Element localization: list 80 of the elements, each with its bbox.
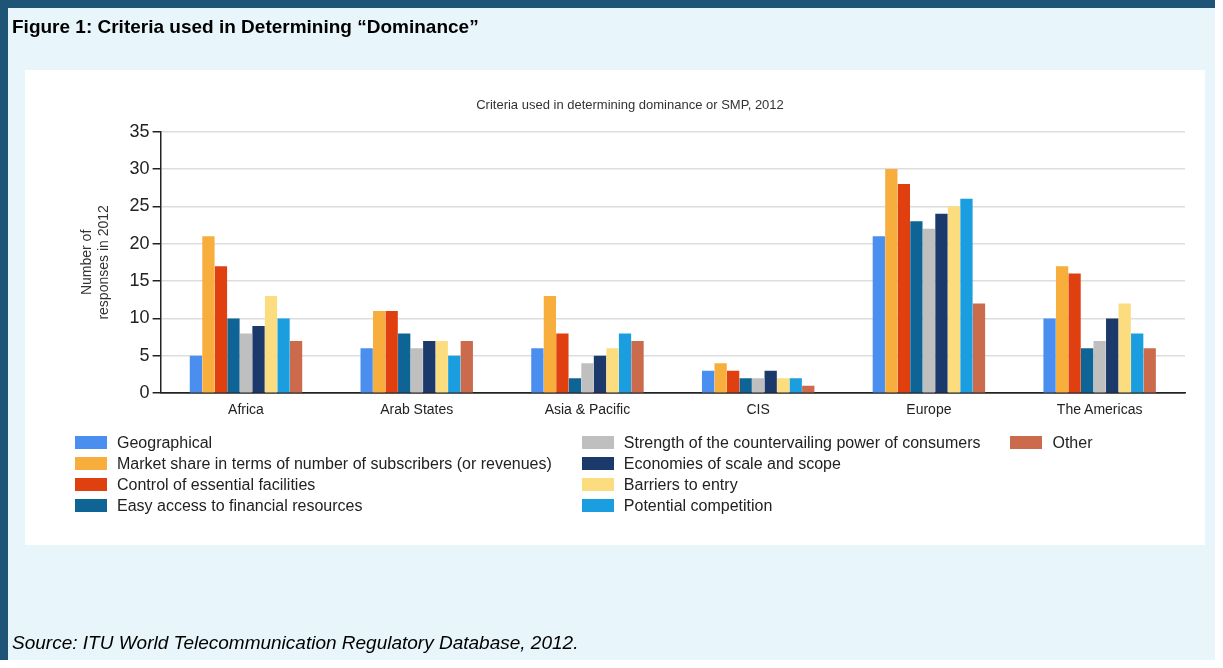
bar xyxy=(910,221,923,393)
bar xyxy=(885,168,898,393)
bar xyxy=(448,355,461,393)
bar xyxy=(543,296,557,393)
bar xyxy=(947,206,961,393)
bar xyxy=(972,303,986,393)
bar xyxy=(1131,333,1144,393)
bar xyxy=(922,228,936,393)
bar xyxy=(410,348,423,393)
bar xyxy=(435,340,448,393)
bar xyxy=(1068,273,1081,393)
bar xyxy=(214,266,228,393)
bar xyxy=(1055,266,1069,393)
legend-label: Geographical xyxy=(117,433,213,452)
bar xyxy=(360,348,373,393)
bar xyxy=(373,310,386,393)
bar xyxy=(398,333,411,393)
x-tick-label: The Americas xyxy=(1056,401,1143,418)
bar xyxy=(423,340,436,393)
source-note: Source: ITU World Telecommunication Regulatory Database, 2012. xyxy=(12,632,579,654)
bar xyxy=(606,348,619,393)
legend-label: Easy access to financial resources xyxy=(117,496,363,515)
bar xyxy=(1143,348,1156,393)
x-tick-label: Arab States xyxy=(380,401,454,418)
x-tick-label: CIS xyxy=(746,401,770,418)
bar xyxy=(701,370,715,393)
bar xyxy=(239,333,253,393)
bar xyxy=(202,236,215,393)
bar xyxy=(460,340,473,393)
y-tick-label: 30 xyxy=(129,157,150,178)
bar xyxy=(264,296,278,393)
bar xyxy=(593,355,607,393)
chart-title: Figure 1: Criteria used in Determining “Dominance” xyxy=(12,16,479,38)
y-axis-title: Number of responses in 2012 xyxy=(78,204,112,320)
bar xyxy=(789,378,802,393)
x-tick-label: Africa xyxy=(228,401,265,418)
legend-label: Other xyxy=(1052,433,1093,452)
legend-label: Market share in terms of number of subscribers (or revenues) xyxy=(117,454,552,473)
bar xyxy=(556,333,569,393)
bar xyxy=(531,348,544,393)
legend-label: Economies of scale and scope xyxy=(623,454,841,473)
y-tick-label: 35 xyxy=(129,120,150,141)
legend-label: Potential competition xyxy=(623,496,773,515)
bar xyxy=(631,340,644,393)
bar xyxy=(1093,340,1106,393)
bar xyxy=(739,378,752,393)
legend-label: Barriers to entry xyxy=(623,475,738,494)
bar xyxy=(1106,318,1119,393)
bar xyxy=(764,370,777,393)
bar xyxy=(277,318,290,393)
x-tick-label: Asia & Pacific xyxy=(544,401,631,418)
y-tick-label: 5 xyxy=(139,344,150,365)
bar xyxy=(289,340,303,393)
bar xyxy=(777,378,790,393)
y-tick-label: 0 xyxy=(139,382,150,403)
bar xyxy=(252,325,265,393)
bar xyxy=(1043,318,1056,393)
bar xyxy=(960,198,973,393)
bar xyxy=(581,363,594,393)
bar xyxy=(568,378,582,393)
bar xyxy=(385,310,398,393)
legend-label: Control of essential facilities xyxy=(117,475,316,494)
y-tick-label: 15 xyxy=(129,270,150,291)
bar xyxy=(872,236,885,393)
bar xyxy=(935,213,948,393)
bar xyxy=(897,183,910,393)
bar xyxy=(189,355,203,393)
chart-subtitle: Criteria used in determining dominance or SMP, 2012 xyxy=(476,97,784,113)
y-tick-label: 25 xyxy=(129,195,150,216)
bar xyxy=(618,333,632,393)
bar xyxy=(752,378,765,393)
bar xyxy=(727,370,740,393)
bar xyxy=(714,363,727,393)
bar xyxy=(1080,348,1094,393)
bar xyxy=(1118,303,1131,393)
y-tick-label: 20 xyxy=(129,232,150,253)
x-tick-label: Europe xyxy=(906,401,952,418)
legend-label: Strength of the countervailing power of consumers xyxy=(623,433,981,452)
bar xyxy=(227,318,240,393)
y-tick-label: 10 xyxy=(129,307,150,328)
